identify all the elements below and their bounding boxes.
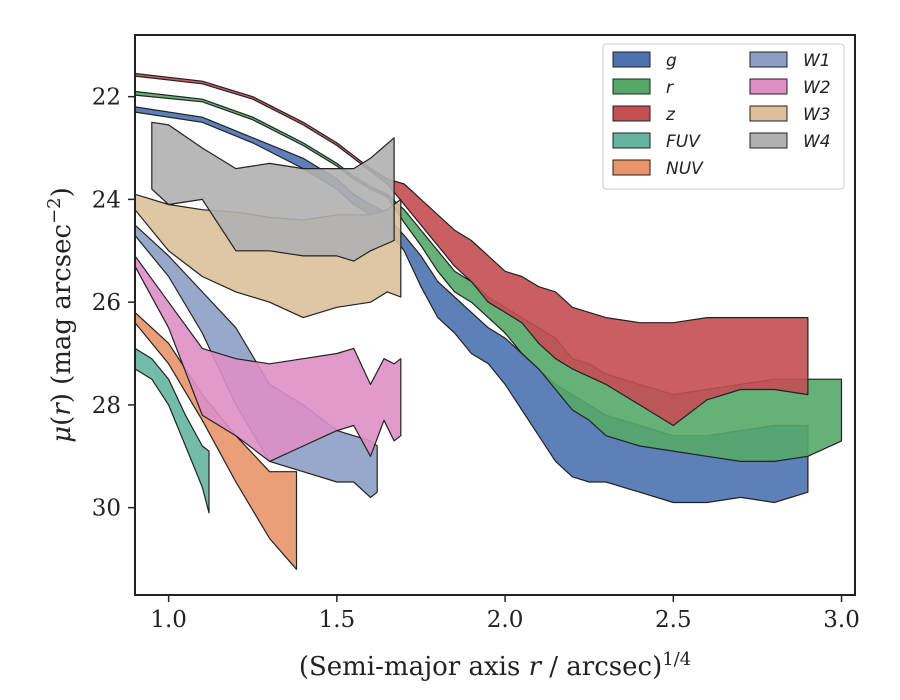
legend-label-nuv: NUV xyxy=(666,159,704,179)
series-band-w2 xyxy=(135,255,402,462)
series-band-fuv xyxy=(135,347,210,514)
legend-label-z: z xyxy=(665,105,676,125)
legend-swatch-w2 xyxy=(749,78,788,95)
x-tick-label: 2.5 xyxy=(655,607,692,633)
legend-swatch-nuv xyxy=(612,159,651,176)
plot-frame xyxy=(134,34,856,596)
legend-label-w4: W4 xyxy=(803,132,831,152)
legend-label-g: g xyxy=(666,51,677,71)
series-band-g xyxy=(135,106,809,504)
y-tick-label: 22 xyxy=(92,85,121,111)
series-band-w4 xyxy=(151,121,395,262)
y-tick-label: 26 xyxy=(92,290,121,316)
legend-swatch-z xyxy=(612,105,651,122)
legend-swatch-w1 xyxy=(749,51,788,68)
series-band-z xyxy=(135,72,809,427)
x-tick-label: 1.5 xyxy=(319,607,356,633)
x-axis-label: (Semi-major axis r / arcsec)1/4 xyxy=(299,649,691,682)
legend-swatch-r xyxy=(612,78,651,95)
legend-swatch-w4 xyxy=(749,132,788,149)
legend-label-w1: W1 xyxy=(803,51,831,71)
x-tick-label: 2.0 xyxy=(487,607,524,633)
x-tick-label: 1.0 xyxy=(150,607,187,633)
x-axis-ticks: 1.0 1.5 2.0 2.5 3.0 xyxy=(150,595,860,633)
series-areas xyxy=(135,72,843,570)
legend-swatch-w3 xyxy=(749,105,788,122)
y-tick-label: 30 xyxy=(92,496,121,522)
y-tick-label: 28 xyxy=(92,393,121,419)
legend-label-w3: W3 xyxy=(803,105,831,125)
y-axis-ticks: 22 24 26 28 30 xyxy=(92,85,135,522)
x-tick-label: 3.0 xyxy=(823,607,860,633)
legend-label-r: r xyxy=(666,78,674,98)
series-band-r xyxy=(135,90,843,462)
y-axis-label: μ(r) (mag arcsec−2) xyxy=(44,187,77,443)
legend-label-fuv: FUV xyxy=(666,132,701,152)
y-tick-label: 24 xyxy=(92,187,121,213)
legend: grz FUV NUV W1 W2 W3 W4 xyxy=(602,43,845,190)
legend-label-w2: W2 xyxy=(803,78,831,98)
legend-swatch-g xyxy=(612,51,651,68)
legend-swatch-fuv xyxy=(612,132,651,149)
